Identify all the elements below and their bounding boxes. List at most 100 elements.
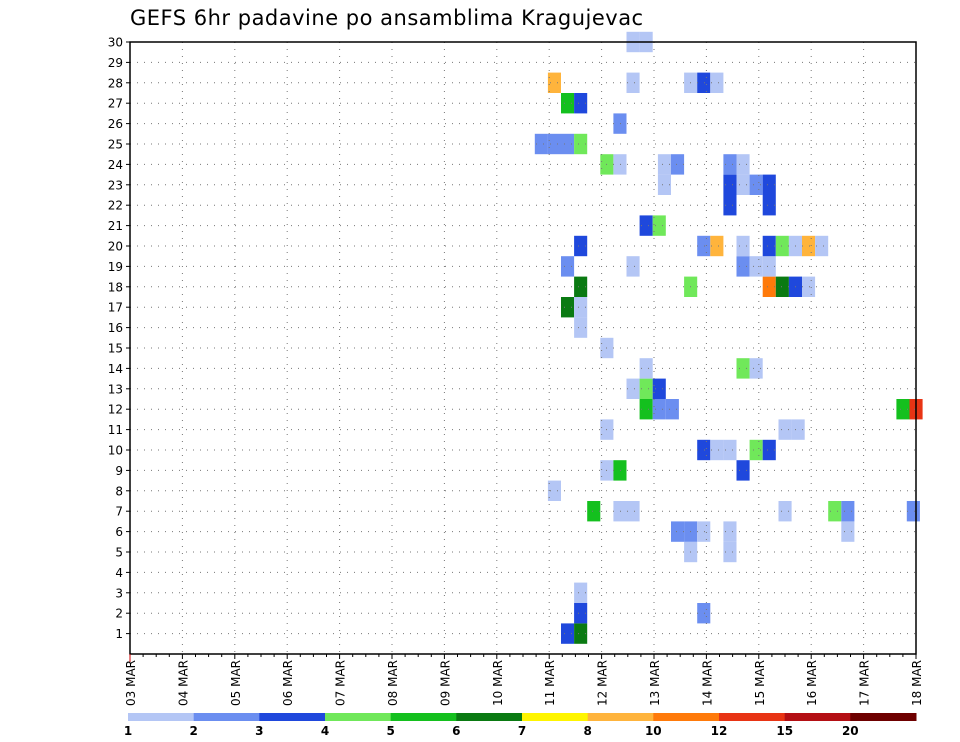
cell-member-11-30 — [791, 419, 805, 440]
cell-member-23-71 — [723, 174, 737, 195]
cell-member-16-43 — [574, 317, 588, 338]
colorbar-swatch — [522, 713, 589, 721]
cell-member-10-23 — [697, 439, 711, 461]
colorbar-label: 4 — [321, 724, 329, 738]
y-tick-label: 16 — [108, 321, 123, 335]
y-tick-label: 30 — [108, 36, 123, 50]
cell-member-6-7 — [671, 521, 685, 542]
colorbar-label: 15 — [776, 724, 793, 738]
cell-member-27-86 — [561, 93, 575, 114]
cell-member-28-92 — [710, 72, 724, 93]
cell-member-27-87 — [574, 93, 588, 114]
cell-member-24-78 — [671, 154, 685, 175]
chart-title: GEFS 6hr padavine po ansamblima Kragujev… — [130, 6, 644, 30]
x-tick-label: 06 MAR — [281, 660, 295, 706]
colorbar: 1 2 3 4 5 6 7 8 10 12 15 20 — [124, 713, 917, 738]
cell-member-7-15 — [778, 501, 792, 522]
colorbar-label: 7 — [518, 724, 526, 738]
x-tick-label: 09 MAR — [438, 660, 452, 706]
grid-layer — [130, 41, 916, 654]
x-tick-label: 05 MAR — [229, 660, 243, 706]
cell-member-22-69 — [762, 195, 776, 216]
colorbar-swatch — [784, 713, 851, 721]
y-tick-label: 9 — [115, 464, 123, 478]
cell-member-6-11 — [841, 521, 855, 542]
cell-member-20-59 — [710, 235, 724, 257]
cell-member-7-13 — [613, 501, 627, 522]
cell-member-24-76 — [613, 154, 627, 175]
cell-member-2-2 — [574, 603, 588, 624]
cell-member-19-53 — [626, 256, 640, 277]
cell-member-12-32 — [652, 399, 666, 420]
y-tick-label: 24 — [108, 158, 123, 172]
colorbar-swatch — [259, 713, 326, 721]
cell-member-10-25 — [723, 439, 737, 461]
cell-member-7-16 — [828, 501, 842, 522]
cell-member-22-68 — [723, 195, 737, 216]
x-axis: 03 MAR 04 MAR 05 MAR 06 MAR 07 MAR 08 MAR 09 M… — [124, 654, 924, 706]
colorbar-swatch — [587, 713, 654, 721]
colorbar-label: 12 — [711, 724, 728, 738]
y-tick-label: 7 — [115, 505, 123, 519]
x-tick-label: 14 MAR — [700, 660, 714, 706]
cell-member-24-79 — [723, 154, 737, 175]
colorbar-swatch — [128, 713, 195, 721]
cell-member-7-14 — [626, 501, 640, 522]
colorbar-label: 20 — [842, 724, 859, 738]
cell-member-20-62 — [775, 235, 789, 257]
cell-member-18-49 — [775, 276, 789, 297]
cell-member-3-4 — [574, 582, 588, 603]
x-tick-label: 03 MAR — [124, 660, 138, 706]
y-tick-label: 14 — [108, 362, 123, 376]
cell-member-23-74 — [762, 174, 776, 195]
colorbar-swatch — [653, 713, 720, 721]
cell-member-19-52 — [561, 256, 575, 277]
y-tick-label: 4 — [115, 566, 123, 580]
x-tick-label: 11 MAR — [543, 660, 557, 706]
cell-member-8-19 — [547, 480, 561, 501]
colorbar-label: 6 — [452, 724, 460, 738]
x-tick-label: 07 MAR — [334, 660, 348, 706]
colorbar-swatch — [390, 713, 457, 721]
x-tick-label: 18 MAR — [910, 660, 924, 706]
cell-member-20-65 — [815, 235, 829, 257]
y-tick-label: 12 — [108, 403, 123, 417]
y-tick-label: 19 — [108, 260, 123, 274]
y-tick-label: 23 — [108, 178, 123, 192]
y-tick-label: 25 — [108, 138, 123, 152]
y-tick-label: 15 — [108, 342, 123, 356]
y-tick-label: 28 — [108, 76, 123, 90]
cell-member-7-12 — [587, 501, 601, 522]
x-tick-label: 12 MAR — [596, 660, 610, 706]
cell-member-24-80 — [736, 154, 750, 175]
colorbar-swatch — [193, 713, 260, 721]
cell-member-9-22 — [736, 460, 750, 481]
colorbar-label: 10 — [645, 724, 662, 738]
x-tick-label: 04 MAR — [176, 660, 190, 706]
x-tick-label: 15 MAR — [753, 660, 767, 706]
y-tick-label: 8 — [115, 484, 123, 498]
cell-member-23-72 — [736, 174, 750, 195]
y-tick-label: 2 — [115, 607, 123, 621]
cell-member-1-0 — [561, 623, 575, 644]
colorbar-swatch — [719, 713, 786, 721]
cell-member-14-39 — [639, 358, 653, 379]
cell-member-9-21 — [613, 460, 627, 481]
colorbar-label: 5 — [387, 724, 395, 738]
y-tick-label: 27 — [108, 97, 123, 111]
cell-member-28-88 — [547, 72, 561, 93]
cell-member-1-1 — [574, 623, 588, 644]
cell-member-10-24 — [710, 439, 724, 461]
cell-member-13-38 — [652, 378, 666, 399]
cell-member-12-33 — [665, 399, 679, 420]
cell-member-17-45 — [574, 297, 588, 318]
cell-member-19-56 — [762, 256, 776, 277]
colorbar-label: 3 — [255, 724, 263, 738]
y-tick-label: 10 — [108, 444, 123, 458]
y-tick-label: 26 — [108, 117, 123, 131]
cell-member-12-31 — [639, 399, 653, 420]
cell-member-19-54 — [736, 256, 750, 277]
cell-member-25-81 — [534, 133, 548, 155]
cell-member-25-83 — [561, 133, 575, 155]
